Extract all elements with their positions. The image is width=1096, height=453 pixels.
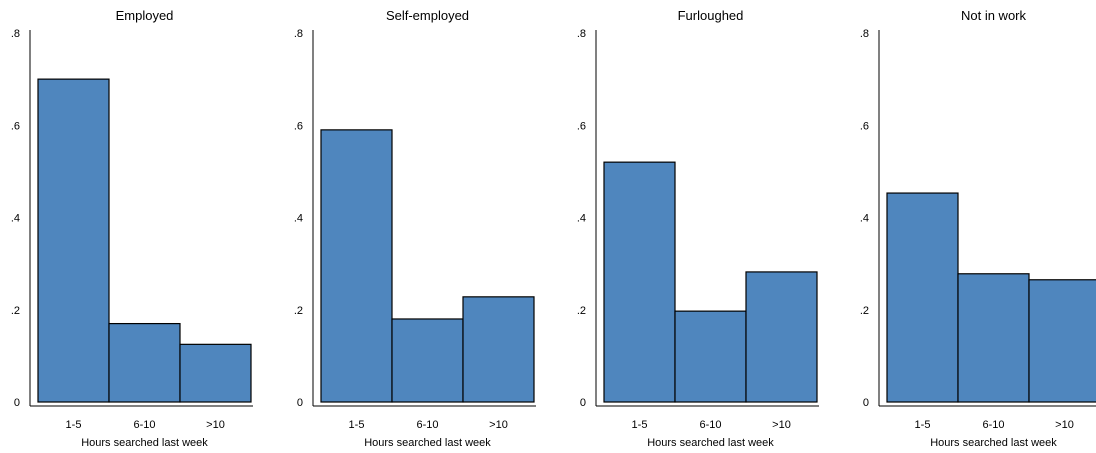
y-tick-label: .4 [11,213,20,225]
x-axis-title: Hours searched last week [647,437,774,449]
y-tick-label: .8 [11,28,20,40]
panel-title: Employed [116,8,174,23]
bar [674,310,747,403]
chart-panel-not-in-work: Not in work Hours searched last week 0 .2… [860,8,1096,449]
x-tick-label: 1-5 [349,419,365,431]
x-tick-label: 6-10 [699,419,721,431]
chart-panel-employed: Employed Hours searched last week 0 .2 .4.… [11,8,253,449]
x-axis-title: Hours searched last week [81,437,208,449]
y-tick-label: 0 [14,397,20,409]
y-tick-label: 0 [863,397,869,409]
bar [391,318,464,403]
y-tick-label: .2 [577,305,586,317]
bar [603,161,676,403]
panel-title: Self-employed [386,8,469,23]
y-tick-label: .2 [294,305,303,317]
y-tick-label: .2 [11,305,20,317]
x-tick-label: >10 [1055,419,1074,431]
y-tick-label: .6 [294,120,303,132]
x-tick-label: >10 [772,419,791,431]
bar [886,192,959,403]
y-tick-label: .6 [577,120,586,132]
x-tick-label: 1-5 [66,419,82,431]
panel-title: Furloughed [678,8,744,23]
bar [1028,279,1096,403]
y-tick-label: .6 [11,120,20,132]
bar [957,273,1030,403]
bar [462,296,535,403]
y-tick-label: .4 [577,213,586,225]
x-tick-label: 6-10 [416,419,438,431]
x-tick-label: 1-5 [915,419,931,431]
chart-panel-furloughed: Furloughed Hours searched last week 0 .2.… [577,8,819,449]
x-tick-label: >10 [206,419,225,431]
bar [37,78,110,403]
x-tick-label: 1-5 [632,419,648,431]
y-tick-label: .8 [294,28,303,40]
bar [320,129,393,403]
panel-title: Not in work [961,8,1027,23]
y-tick-label: .8 [577,28,586,40]
y-tick-label: .6 [860,120,869,132]
y-tick-label: .2 [860,305,869,317]
bar [745,271,818,403]
y-tick-label: 0 [297,397,303,409]
x-tick-label: >10 [489,419,508,431]
bar [108,322,181,403]
chart-panel-self-employed: Self-employed Hours searched last week 0… [294,8,536,449]
x-tick-label: 6-10 [982,419,1004,431]
y-tick-label: .8 [860,28,869,40]
y-tick-label: 0 [580,397,586,409]
x-axis-title: Hours searched last week [930,437,1057,449]
y-tick-label: .4 [294,213,303,225]
x-tick-label: 6-10 [133,419,155,431]
bar [179,343,252,403]
y-tick-label: .4 [860,213,869,225]
x-axis-title: Hours searched last week [364,437,491,449]
